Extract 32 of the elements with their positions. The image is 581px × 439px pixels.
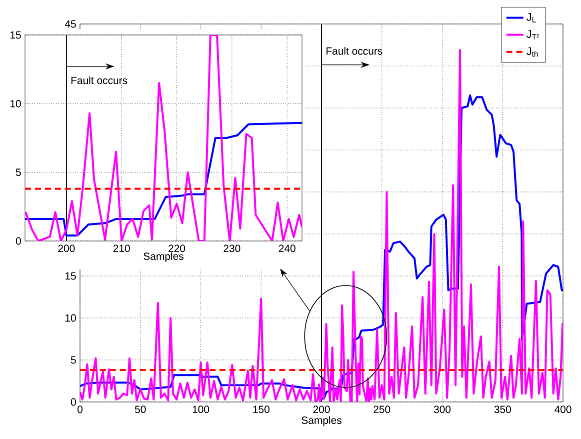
annotation: Fault occurs — [71, 76, 128, 84]
x-tick-label: 100 — [192, 406, 210, 414]
x-tick-label: 150 — [253, 406, 270, 414]
x-tick-label: 230 — [224, 244, 240, 252]
x-tick-label: 200 — [313, 406, 330, 414]
y-tick-label: 0 — [16, 237, 21, 245]
y-tick-label: 45 — [64, 20, 76, 28]
legend-label: J$_{L}$ — [526, 13, 536, 22]
x-tick-label: 220 — [168, 244, 186, 252]
x-tick-label: 0 — [78, 406, 83, 414]
x-tick-label: 400 — [554, 406, 572, 414]
legend-label: J$_{th}$ — [526, 47, 538, 57]
x-tick-label: 240 — [278, 244, 296, 252]
y-tick-label: 15 — [65, 272, 76, 280]
x-tick-label: 300 — [434, 406, 451, 414]
x-tick-label: 200 — [58, 244, 75, 252]
y-tick-label: 0 — [70, 398, 76, 406]
x-tick-label: 50 — [134, 406, 146, 414]
line-series — [25, 122, 302, 236]
y-tick-label: 10 — [10, 100, 21, 108]
x-axis-title: Samples — [302, 416, 342, 426]
y-tick-label: 10 — [65, 314, 76, 322]
x-tick-label: 210 — [113, 244, 130, 252]
line-series — [25, 34, 302, 241]
y-tick-label: 15 — [10, 31, 21, 39]
y-tick-label: 5 — [70, 356, 76, 364]
x-tick-label: 350 — [494, 406, 511, 414]
annotation: Fault occurs — [326, 47, 382, 55]
y-tick-label: 5 — [16, 168, 21, 176]
legend-label: J$_{T²}$ — [526, 30, 539, 40]
x-axis-title: Samples — [144, 252, 184, 262]
x-tick-label: 250 — [374, 406, 390, 414]
